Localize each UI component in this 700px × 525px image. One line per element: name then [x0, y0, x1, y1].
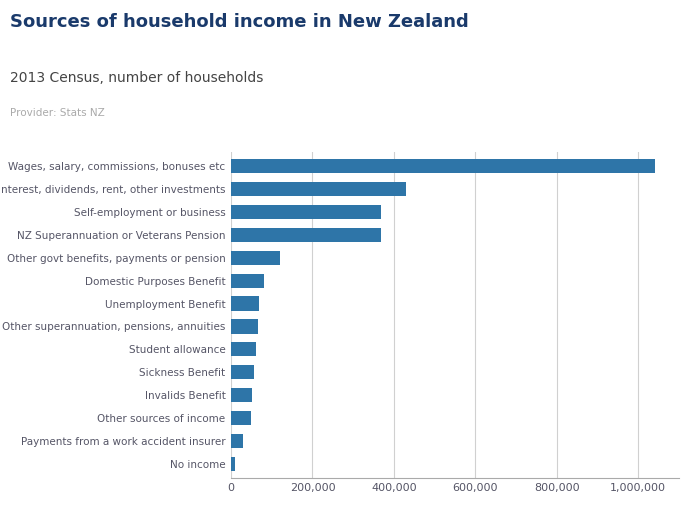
Bar — [231, 274, 263, 288]
Bar — [231, 297, 259, 311]
Text: Provider: Stats NZ: Provider: Stats NZ — [10, 108, 105, 118]
Bar — [231, 182, 407, 196]
Bar — [231, 434, 244, 448]
Bar — [231, 365, 255, 380]
Bar — [231, 250, 281, 265]
Bar — [231, 228, 382, 242]
Text: Sources of household income in New Zealand: Sources of household income in New Zeala… — [10, 13, 469, 31]
Bar — [231, 457, 235, 471]
Bar — [231, 159, 654, 173]
Bar — [231, 205, 382, 219]
Bar — [231, 342, 255, 356]
Text: figure.nz: figure.nz — [598, 24, 665, 38]
Text: 2013 Census, number of households: 2013 Census, number of households — [10, 71, 264, 85]
Bar — [231, 319, 258, 333]
Bar — [231, 388, 252, 402]
Bar — [231, 411, 251, 425]
